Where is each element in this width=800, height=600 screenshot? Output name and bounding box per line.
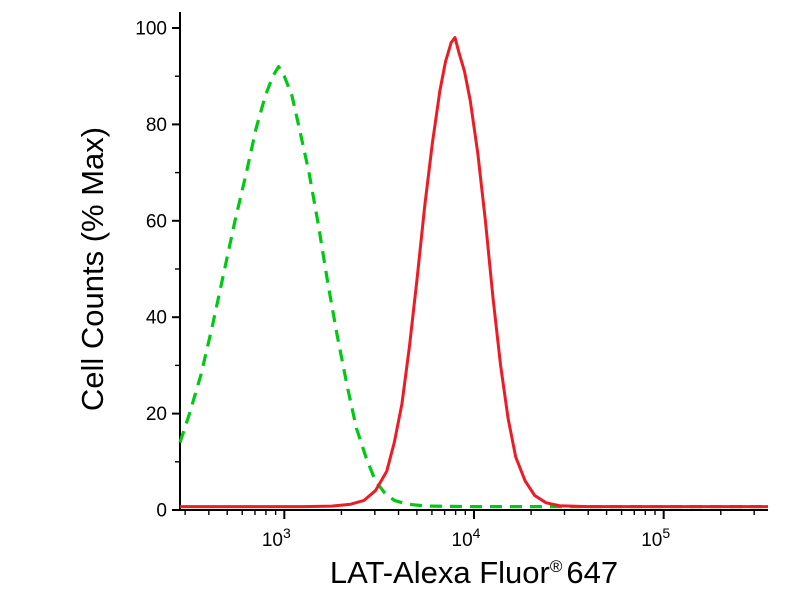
y-axis-tick-labels: 0 20 40 60 80 100: [135, 19, 167, 522]
x-tick-label: 104: [452, 525, 481, 551]
series-red-solid-sample: [180, 36, 768, 509]
x-tick-label: 103: [262, 525, 291, 551]
series-green-dashed-control: [178, 65, 768, 509]
y-axis-title: Cell Counts (% Max): [75, 127, 110, 411]
y-tick-label: 40: [146, 308, 167, 329]
y-tick-label: 60: [146, 211, 167, 232]
y-axis-ticks: [172, 27, 180, 511]
y-tick-label: 20: [146, 404, 167, 425]
y-tick-label: 0: [156, 501, 167, 522]
x-axis-title: LAT-Alexa Fluor® 647: [330, 555, 618, 590]
y-tick-label: 100: [135, 19, 167, 40]
x-tick-label: 105: [641, 525, 670, 551]
y-tick-label: 80: [146, 115, 167, 136]
x-axis-ticks: [184, 510, 755, 519]
